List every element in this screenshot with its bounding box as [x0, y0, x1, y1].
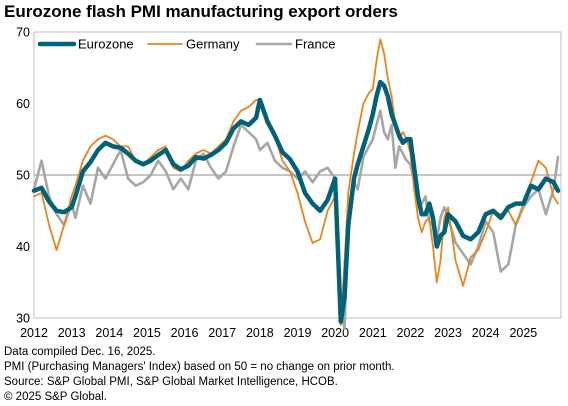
y-tick-label: 70 [16, 26, 30, 40]
legend-label-france: France [295, 37, 335, 52]
legend-label-eurozone: Eurozone [78, 37, 134, 52]
y-tick-label: 40 [16, 240, 30, 254]
footer-note-source: Source: S&P Global PMI, S&P Global Marke… [4, 376, 338, 388]
y-tick-label: 50 [16, 169, 30, 183]
x-tick-label: 2016 [171, 326, 199, 340]
series-line-france [32, 109, 560, 331]
x-tick-label: 2013 [58, 326, 86, 340]
y-axis: 30 40 50 60 70 [16, 26, 30, 326]
footer-note-compiled: Data compiled Dec. 16, 2025. [4, 346, 156, 358]
legend-label-germany: Germany [186, 37, 240, 52]
x-tick-label: 2015 [133, 326, 161, 340]
series-line-eurozone [31, 79, 561, 324]
x-tick-label: 2020 [321, 326, 349, 340]
x-tick-label: 2012 [20, 326, 48, 340]
series-layer [31, 38, 561, 331]
x-tick-label: 2017 [208, 326, 236, 340]
series-line-germany [33, 38, 559, 327]
x-tick-label: 2021 [359, 326, 387, 340]
x-tick-label: 2014 [95, 326, 123, 340]
footer-note-pmi: PMI (Purchasing Managers' Index) based o… [4, 361, 395, 373]
chart-footer: Data compiled Dec. 16, 2025. PMI (Purcha… [4, 345, 395, 405]
footer-note-copyright: © 2025 S&P Global. [4, 391, 107, 403]
legend: Eurozone Germany France [37, 37, 335, 52]
y-tick-label: 60 [16, 97, 30, 111]
x-tick-label: 2019 [284, 326, 312, 340]
x-axis: 2012 2013 2014 2015 2016 2017 2018 2019 2020 2021… [20, 326, 537, 340]
chart-title: Eurozone flash PMI manufacturing export … [4, 2, 398, 21]
x-tick-label: 2024 [472, 326, 500, 340]
x-tick-label: 2025 [509, 326, 537, 340]
x-tick-label: 2022 [397, 326, 425, 340]
x-tick-label: 2023 [434, 326, 462, 340]
x-tick-label: 2018 [246, 326, 274, 340]
y-tick-label: 30 [16, 312, 30, 326]
